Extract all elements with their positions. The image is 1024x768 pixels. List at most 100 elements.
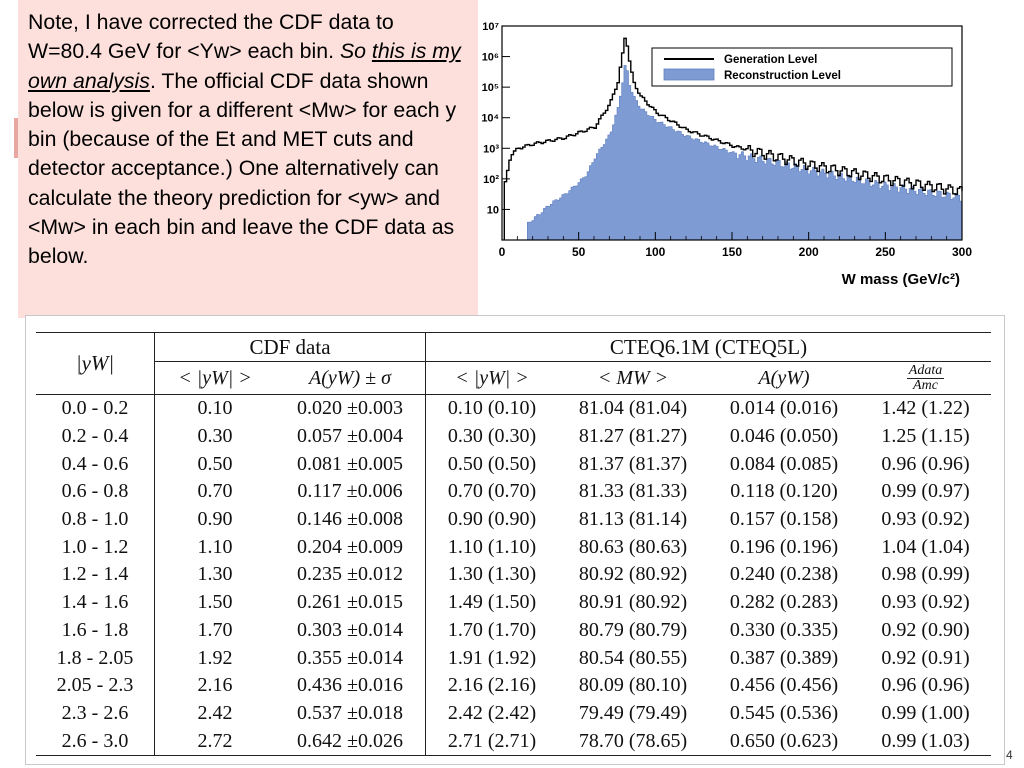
table-row: 1.6 - 1.8 1.70 0.303 ±0.014 1.70 (1.70) 80.7… [36, 616, 991, 645]
header-mw: < MW > [558, 361, 708, 395]
table-row: 1.2 - 1.4 1.30 0.235 ±0.012 1.30 (1.30) 80.9… [36, 561, 991, 589]
cell-mean-yw: 2.16 [154, 671, 275, 700]
cell-ratio: 0.99 (1.00) [881, 701, 970, 724]
cell-ratio: 0.93 (0.92) [881, 508, 970, 531]
cell-ratio: 0.93 (0.92) [881, 591, 970, 614]
cell-asym: 0.057 ±0.004 [297, 425, 403, 448]
cell-mean-yw-theory: 1.70 (1.70) [425, 616, 558, 645]
cell-mean-yw-theory: 2.71 (2.71) [425, 727, 558, 756]
cell-asym-theory: 0.282 (0.283) [729, 591, 839, 614]
cell-yw-range: 0.6 - 0.8 [61, 480, 129, 503]
y-tick-label: 10⁵ [482, 82, 499, 94]
cell-yw-range: 2.3 - 2.6 [61, 701, 129, 724]
generation-level-histogram [503, 37, 963, 240]
reconstruction-level-histogram [527, 65, 963, 241]
x-tick-label-50: 50 [572, 245, 586, 259]
cell-mw: 80.92 (80.92) [578, 563, 688, 586]
cell-yw-range: 1.8 - 2.05 [56, 646, 134, 669]
cell-yw-range: 0.0 - 0.2 [61, 397, 129, 420]
cell-ratio: 1.42 (1.22) [881, 397, 970, 420]
cell-yw-range: 0.8 - 1.0 [61, 508, 129, 531]
cell-asym-theory: 0.240 (0.238) [729, 563, 839, 586]
legend-reconstruction-swatch [663, 68, 715, 81]
x-tick-label-150: 150 [722, 245, 742, 259]
asymmetry-table: |yW| CDF data CTEQ6.1M (CTEQ5L) < |yW| >… [36, 332, 991, 756]
header-asym-theory: A(yW) [708, 361, 860, 395]
cell-asym: 0.204 ±0.009 [297, 535, 403, 558]
cell-ratio: 0.98 (0.99) [881, 563, 970, 586]
note-text-part4: . The official CDF data shown below is g… [28, 68, 457, 269]
cell-mw: 78.70 (78.65) [558, 727, 708, 756]
y-tick-label: 10⁴ [481, 113, 499, 125]
cell-mean-yw: 0.30 [154, 422, 275, 451]
cell-asym: 0.117 ±0.006 [297, 480, 403, 503]
w-mass-histogram-svg: 0 50 100 150 200 250 300 10 10² 10³ 10⁴ 10⁵ 10⁶ 10⁷ W … [481, 21, 972, 288]
header-mean-yw-theory: < |yW| > [425, 361, 558, 395]
table-row: 1.4 - 1.6 1.50 0.261 ±0.015 1.49 (1.50) 80.9… [36, 588, 991, 617]
table-row: 0.6 - 0.8 0.70 0.117 ±0.006 0.70 (0.70) 81.3… [36, 478, 991, 506]
cell-ratio: 0.99 (1.03) [860, 727, 991, 756]
note-text-emphasis: So [339, 39, 372, 64]
cell-mean-yw: 1.30 [154, 561, 275, 589]
cell-mean-yw: 0.70 [154, 478, 275, 506]
cell-ratio: 0.92 (0.91) [881, 646, 970, 669]
cell-asym-theory: 0.196 (0.196) [729, 535, 839, 558]
cell-mean-yw: 0.90 [154, 505, 275, 534]
table-row: 0.8 - 1.0 0.90 0.146 ±0.008 0.90 (0.90) 81.1… [36, 505, 991, 534]
header-group-cdf: CDF data [154, 332, 426, 362]
table-row: 2.6 - 3.0 2.72 0.642 ±0.026 2.71 (2.71) 78.7… [36, 727, 991, 756]
cell-mw: 81.13 (81.14) [578, 508, 688, 531]
header-mean-yw: < |yW| > [154, 361, 275, 395]
cell-yw-range: 2.05 - 2.3 [56, 674, 134, 697]
table-row: 1.8 - 2.05 1.92 0.355 ±0.014 1.91 (1.92) 80.… [36, 644, 991, 672]
cell-mean-yw: 1.50 [154, 588, 275, 617]
cell-asym-theory: 0.046 (0.050) [729, 425, 839, 448]
header-ratio: Adata Amc [860, 361, 991, 395]
cell-ratio: 1.25 (1.15) [881, 425, 970, 448]
cell-asym-theory: 0.084 (0.085) [729, 452, 839, 475]
cell-asym: 0.235 ±0.012 [297, 563, 403, 586]
cell-mw: 80.54 (80.55) [578, 646, 688, 669]
note-text-box: Note, I have corrected the CDF data to W… [18, 0, 478, 318]
cell-yw-range: 1.0 - 1.2 [61, 535, 129, 558]
cell-asym-theory: 0.456 (0.456) [729, 674, 839, 697]
table-row: 2.3 - 2.6 2.42 0.537 ±0.018 2.42 (2.42) 79.4… [36, 699, 991, 728]
note-text-part1: Note, I have corrected the CDF data to W… [28, 10, 394, 64]
cell-mean-yw: 1.70 [154, 616, 275, 645]
x-axis-title: W mass (GeV/c²) [842, 271, 960, 288]
cell-mw: 80.91 (80.92) [578, 591, 688, 614]
cell-asym: 0.355 ±0.014 [297, 646, 403, 669]
note-text-own-analysis: this is my own analysis [28, 39, 461, 93]
cell-yw-range: 1.6 - 1.8 [61, 618, 129, 641]
cell-mw: 80.09 (80.10) [578, 674, 688, 697]
cell-asym-theory: 0.650 (0.623) [708, 727, 860, 756]
cell-mean-yw-theory: 2.16 (2.16) [425, 671, 558, 700]
cell-asym: 0.020 ±0.003 [297, 397, 403, 420]
w-mass-histogram: 0 50 100 150 200 250 300 10 10² 10³ 10⁴ 10⁵ 10⁶ 10⁷ W … [480, 14, 980, 300]
cell-mw: 81.37 (81.37) [578, 452, 688, 475]
cell-mean-yw-theory: 2.42 (2.42) [425, 699, 558, 728]
cell-ratio: 0.96 (0.96) [881, 452, 970, 475]
cell-ratio: 0.96 (0.96) [881, 674, 970, 697]
cell-mean-yw-theory: 0.50 (0.50) [425, 450, 558, 479]
ratio-fraction: Adata Amc [906, 362, 945, 393]
cell-asym-theory: 0.157 (0.158) [729, 508, 839, 531]
page-number: 4 [1006, 748, 1013, 762]
y-tick-label: 10⁶ [482, 52, 499, 64]
y-tick-label: 10² [483, 174, 499, 186]
cell-mean-yw: 2.42 [154, 699, 275, 728]
cell-ratio: 1.04 (1.04) [881, 535, 970, 558]
cell-mw: 80.63 (80.63) [578, 535, 688, 558]
cell-yw-range: 1.4 - 1.6 [61, 591, 129, 614]
cell-asym-theory: 0.387 (0.389) [729, 646, 839, 669]
x-tick-label-0: 0 [499, 245, 506, 259]
cell-mean-yw-theory: 1.49 (1.50) [425, 588, 558, 617]
cell-asym: 0.642 ±0.026 [275, 727, 426, 756]
table-row: 2.05 - 2.3 2.16 0.436 ±0.016 2.16 (2.16) 80.… [36, 671, 991, 700]
cell-mw: 81.04 (81.04) [578, 397, 688, 420]
cell-mean-yw-theory: 1.91 (1.92) [425, 644, 558, 672]
cell-mean-yw-theory: 0.10 (0.10) [425, 394, 558, 423]
x-tick-label-100: 100 [645, 245, 665, 259]
cell-mean-yw: 1.92 [154, 644, 275, 672]
cell-asym: 0.303 ±0.014 [297, 618, 403, 641]
